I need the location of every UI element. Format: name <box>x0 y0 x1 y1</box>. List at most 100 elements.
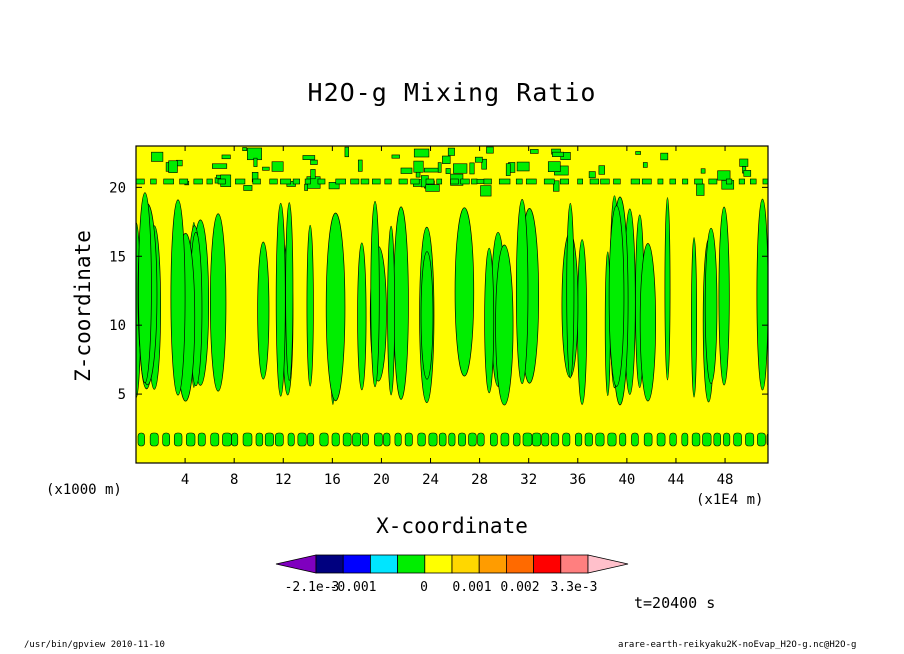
contour-blob <box>486 146 494 154</box>
contour-blob <box>357 159 363 172</box>
contour-blob <box>682 178 689 185</box>
contour-blob <box>442 155 451 164</box>
contour-blob <box>460 178 470 185</box>
contour-blob <box>726 178 733 185</box>
contour-blob <box>410 178 420 185</box>
contour-blob <box>342 432 352 447</box>
contour-blob <box>297 432 307 447</box>
contour-plume <box>566 203 575 379</box>
contour-plume <box>420 251 434 380</box>
contour-blob <box>185 432 196 447</box>
contour-blob <box>374 432 383 447</box>
contour-blob <box>505 163 511 176</box>
contour-blob <box>428 432 438 447</box>
contour-blob <box>588 171 596 179</box>
colorbar-label: 0.002 <box>500 580 539 595</box>
contour-blob <box>562 432 571 447</box>
contour-blob <box>483 178 492 185</box>
contour-blob <box>163 178 174 185</box>
contour-plume <box>454 207 475 377</box>
contour-blob <box>474 156 483 163</box>
contour-plume <box>484 247 495 394</box>
contour-blob <box>350 178 360 185</box>
contour-blob <box>425 178 435 185</box>
contour-blob <box>436 178 443 185</box>
colorbar-label: 3.3e-3 <box>551 580 598 595</box>
contour-blob <box>595 432 605 447</box>
contour-blob <box>438 432 447 447</box>
contour-blob <box>691 432 701 447</box>
contour-blob <box>481 158 487 170</box>
contour-blob <box>425 184 440 192</box>
x-tick-label: 24 <box>422 472 439 488</box>
contour-blob <box>360 178 370 185</box>
contour-blob <box>242 432 253 447</box>
contour-blob <box>136 178 145 185</box>
x-axis-ticks: 4 8 12 16 20 24 28 32 36 40 44 48 <box>181 146 733 488</box>
contour-blob <box>613 178 621 185</box>
contour-blob <box>745 432 755 447</box>
contour-blob <box>212 163 228 169</box>
contour-blob <box>552 151 564 157</box>
footer-right: arare-earth-reikyaku2K-noEvap_H2O-g.nc@H… <box>618 640 857 650</box>
chart-title: H2O-g Mixing Ratio <box>307 78 597 107</box>
contour-blob <box>589 178 600 185</box>
contour-blob <box>424 167 439 173</box>
contour-blob <box>400 167 413 174</box>
contour-plume <box>393 206 409 400</box>
contour-blob <box>151 151 164 162</box>
contour-blob <box>480 185 492 197</box>
contour-blob <box>641 178 652 185</box>
contour-blob <box>575 432 583 447</box>
contour-blob <box>500 432 510 447</box>
contour-plume <box>170 199 186 396</box>
x-tick-label: 4 <box>181 472 189 488</box>
colorbar-label: 0 <box>420 580 428 595</box>
contour-plume <box>691 237 697 398</box>
contour-plume <box>285 202 294 381</box>
contour-blob <box>210 432 220 447</box>
colorbar-cell <box>505 554 534 574</box>
colorbar-label: -0.001 <box>330 580 377 595</box>
contour-blob <box>206 178 213 185</box>
contour-blob <box>532 432 542 447</box>
contour-blob <box>317 178 326 185</box>
y-tick-label: 5 <box>118 387 126 403</box>
contour-blob <box>417 432 426 447</box>
contour-blob <box>743 170 752 177</box>
contour-blob <box>149 432 159 447</box>
contour-blob <box>458 432 466 447</box>
colorbar-cell <box>478 554 507 574</box>
contour-blob <box>477 432 485 447</box>
contour-blob <box>304 183 308 191</box>
contour-blob <box>447 147 455 156</box>
contour-blob <box>739 158 749 167</box>
contour-blob <box>723 432 731 447</box>
contour-blob <box>252 178 261 185</box>
contour-blob <box>384 178 392 185</box>
contour-blob <box>643 432 653 447</box>
contour-blob <box>328 182 340 190</box>
contour-blob <box>522 432 533 447</box>
contour-blob <box>543 178 555 185</box>
contour-plume <box>209 213 227 392</box>
contour-blob <box>749 178 757 185</box>
y-axis-label: Z-coordinate <box>71 230 95 382</box>
contour-blob <box>217 178 226 185</box>
contour-blob <box>262 166 270 171</box>
contour-blob <box>657 178 664 185</box>
contour-blob <box>280 178 292 185</box>
contour-plume <box>515 198 529 384</box>
contour-blob <box>150 178 157 185</box>
x-tick-label: 12 <box>275 472 292 488</box>
contour-blob <box>310 169 316 180</box>
contour-plume <box>718 206 730 386</box>
contour-blob <box>630 178 640 185</box>
contour-blob <box>660 152 669 161</box>
contour-blob <box>577 178 583 185</box>
contour-blob <box>344 146 349 158</box>
contour-blob <box>713 432 721 447</box>
contour-plume <box>704 227 718 384</box>
contour-plume <box>608 205 625 387</box>
contour-blob <box>450 178 459 185</box>
